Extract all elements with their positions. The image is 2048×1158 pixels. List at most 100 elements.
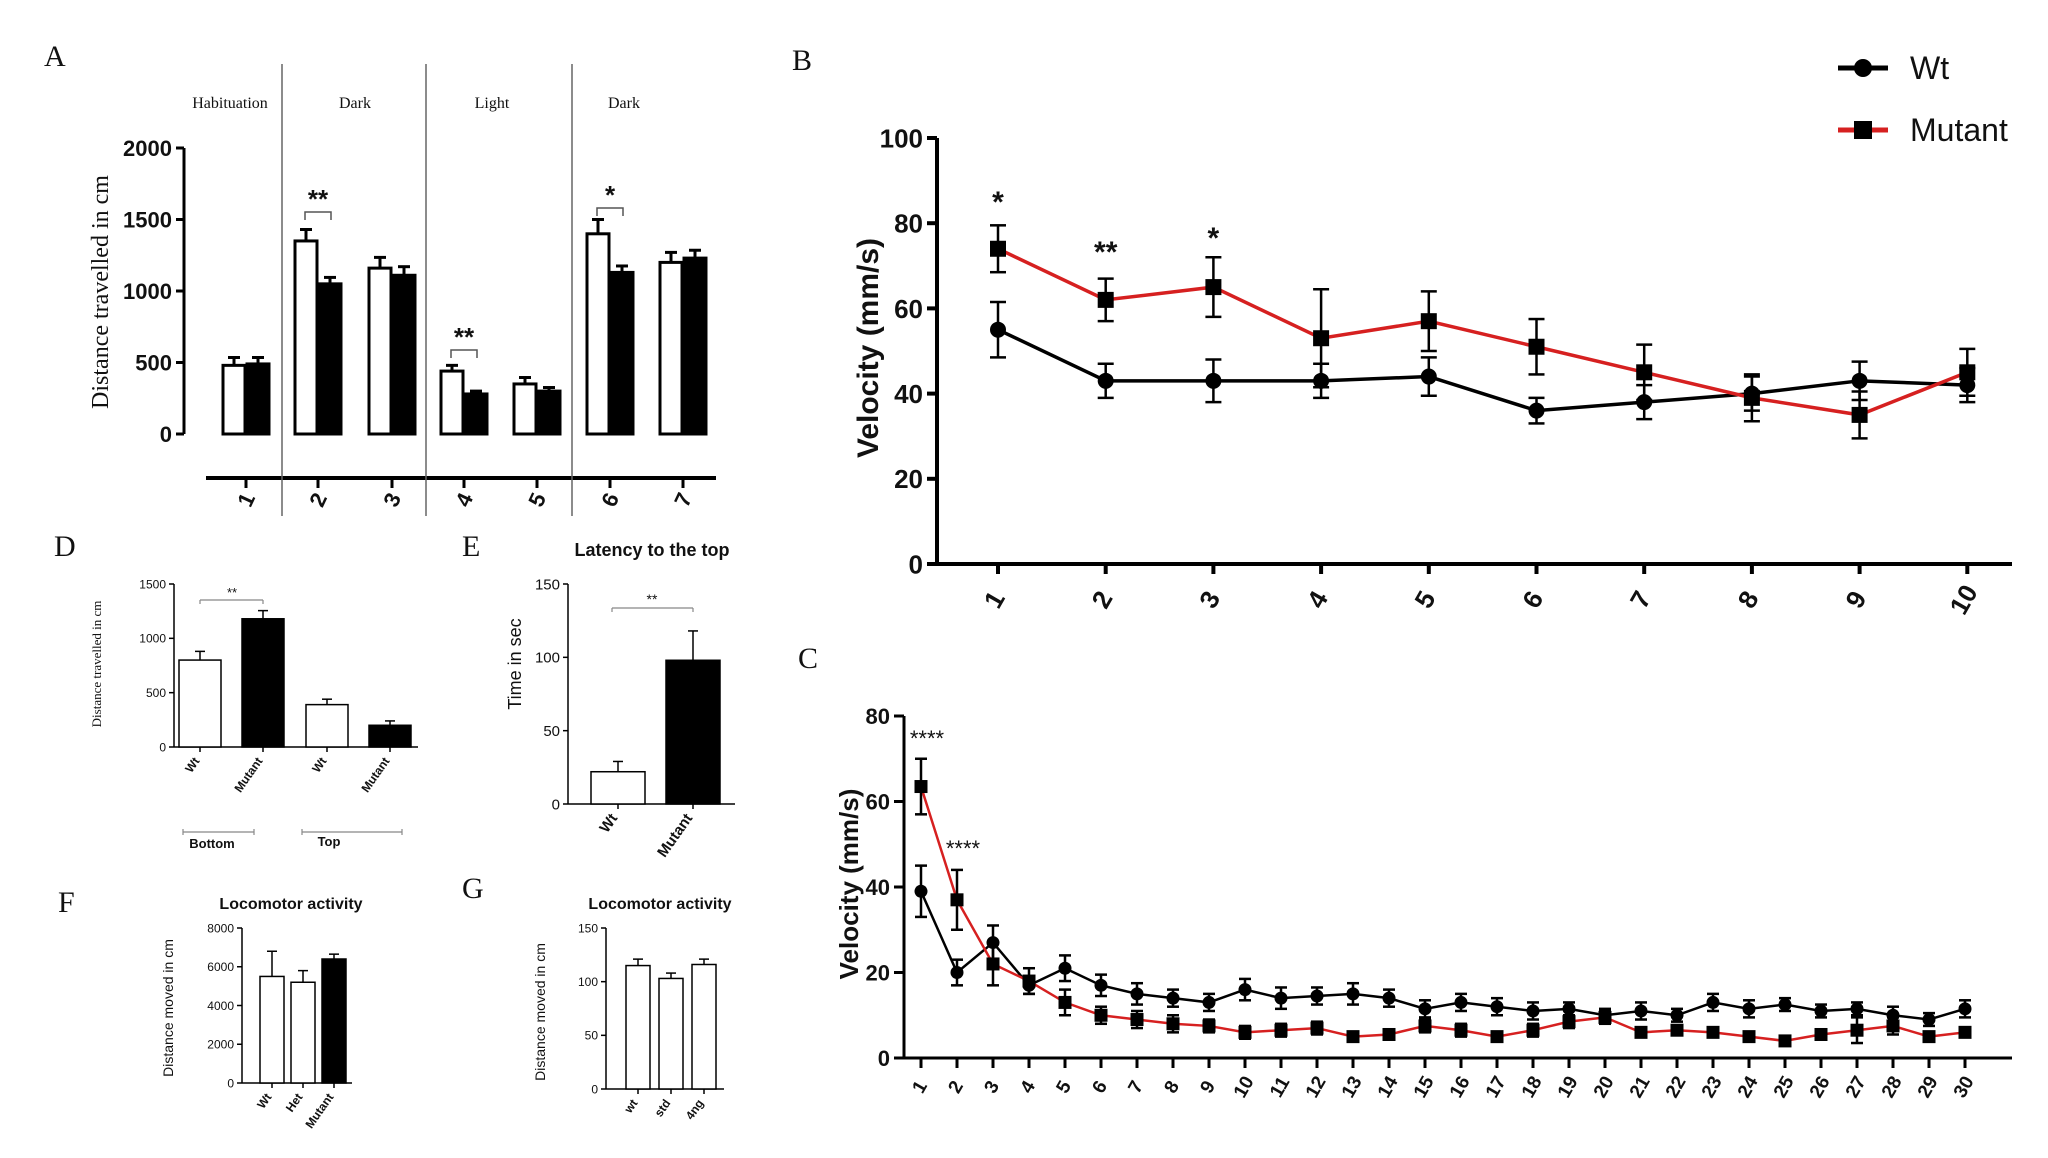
data-point — [1706, 995, 1720, 1009]
y-tick-label: 150 — [535, 576, 560, 593]
chart-title: Locomotor activity — [588, 896, 731, 913]
x-tick-label: 1 — [978, 586, 1011, 614]
x-tick-label: 4 — [1016, 1077, 1040, 1097]
x-tick-label: 8 — [1731, 586, 1764, 614]
bar — [221, 363, 247, 436]
y-tick-label: 50 — [543, 723, 560, 740]
y-tick-label: 1500 — [123, 208, 172, 233]
data-point — [1850, 1023, 1864, 1037]
panel-letter-c: C — [798, 642, 818, 675]
y-tick-label: 0 — [878, 1046, 890, 1071]
x-tick-label: 3 — [378, 489, 406, 511]
data-point — [950, 893, 964, 907]
group-label: Top — [318, 834, 341, 849]
data-point — [1274, 991, 1288, 1005]
data-point — [1454, 995, 1468, 1009]
data-point — [1022, 974, 1036, 988]
group-label: Bottom — [189, 836, 235, 851]
bar — [536, 389, 562, 436]
y-axis-label: Distance moved in cm — [160, 939, 176, 1077]
data-point — [1166, 991, 1180, 1005]
data-point — [1238, 1025, 1252, 1039]
bar — [367, 266, 393, 436]
panel-letter-f: F — [58, 886, 75, 919]
data-point — [1742, 1002, 1756, 1016]
x-tick-label: 10 — [1230, 1073, 1259, 1102]
data-point — [990, 240, 1006, 257]
section-label: Light — [475, 95, 510, 112]
y-tick-label: 2000 — [123, 136, 172, 161]
data-point — [1274, 1023, 1288, 1037]
chart-a: 0 500 1000 1500 2000 Distance travelled in cm… — [88, 64, 716, 516]
x-tick-label: 12 — [1302, 1073, 1331, 1102]
significance-bracket — [199, 599, 264, 604]
x-tick-label: 4ng — [683, 1097, 707, 1123]
data-point — [1310, 989, 1324, 1003]
x-tick-label: 8 — [1160, 1077, 1183, 1097]
data-point — [1238, 983, 1252, 997]
data-point — [1958, 1025, 1972, 1039]
data-point — [1130, 1013, 1144, 1027]
x-tick-label: Mutant — [654, 811, 696, 861]
data-point — [1097, 291, 1114, 308]
y-tick-label: 100 — [578, 975, 598, 989]
x-tick-label: Mutant — [358, 755, 392, 795]
y-axis-label: Distance travelled in cm — [89, 601, 104, 728]
x-tick-label: 10 — [1943, 579, 1983, 619]
bar — [463, 392, 489, 436]
x-tick-label: Het — [283, 1091, 306, 1115]
significance-bracket — [611, 607, 694, 612]
data-point — [1670, 1023, 1684, 1037]
data-point — [1382, 991, 1396, 1005]
significance-bracket — [596, 207, 624, 216]
x-tick-label: 6 — [1088, 1077, 1111, 1097]
data-point — [1562, 1015, 1576, 1029]
data-point — [1634, 1004, 1648, 1018]
data-point — [1202, 1019, 1216, 1033]
data-point — [1778, 998, 1792, 1012]
data-point — [1958, 1002, 1972, 1016]
y-tick-label: 40 — [894, 379, 923, 409]
legend-marker — [1854, 121, 1872, 139]
x-tick-label: 1 — [908, 1077, 932, 1097]
data-point — [990, 321, 1006, 338]
y-tick-label: 150 — [578, 921, 598, 935]
y-tick-label: 0 — [909, 549, 923, 579]
y-axis-label: Velocity (mm/s) — [852, 238, 885, 458]
bar — [658, 260, 684, 436]
x-tick-label: 6 — [1516, 586, 1549, 614]
data-point — [1526, 1004, 1540, 1018]
bar — [293, 239, 319, 436]
chart-g: 0 50 100 150 Distance moved in cm Locomotor a… — [532, 896, 732, 1122]
data-point — [1130, 987, 1144, 1001]
series-line — [997, 247, 1968, 417]
data-point — [1490, 1030, 1504, 1044]
data-point — [1814, 1027, 1828, 1041]
significance-label: **** — [946, 836, 981, 861]
data-point — [1310, 1021, 1324, 1035]
x-tick-label: 2 — [1085, 586, 1118, 614]
data-point — [1202, 995, 1216, 1009]
bar — [665, 659, 721, 805]
data-point — [986, 957, 1000, 971]
bar — [512, 382, 538, 436]
data-point — [1094, 1008, 1108, 1022]
y-tick-label: 1000 — [123, 279, 172, 304]
x-tick-label: 19 — [1554, 1073, 1583, 1102]
significance-label: * — [992, 186, 1004, 219]
data-point — [1670, 1008, 1684, 1022]
data-point — [1490, 1000, 1504, 1014]
chart-f: 0 2000 4000 6000 8000 Distance moved in cm Loc… — [160, 896, 363, 1131]
data-point — [1742, 1030, 1756, 1044]
significance-label: ** — [1094, 236, 1118, 269]
significance-label: **** — [910, 726, 945, 751]
x-tick-label: Wt — [309, 755, 329, 776]
legend-label: Wt — [1910, 50, 1949, 86]
data-point — [1743, 389, 1760, 406]
chart-d: 0 500 1000 1500 Distance travelled in cm Wt Mu… — [89, 577, 418, 851]
x-tick-label: 16 — [1446, 1073, 1475, 1102]
y-tick-label: 1500 — [139, 577, 166, 591]
section-label: Dark — [339, 95, 371, 112]
data-point — [1346, 987, 1360, 1001]
x-tick-label: std — [652, 1097, 674, 1120]
